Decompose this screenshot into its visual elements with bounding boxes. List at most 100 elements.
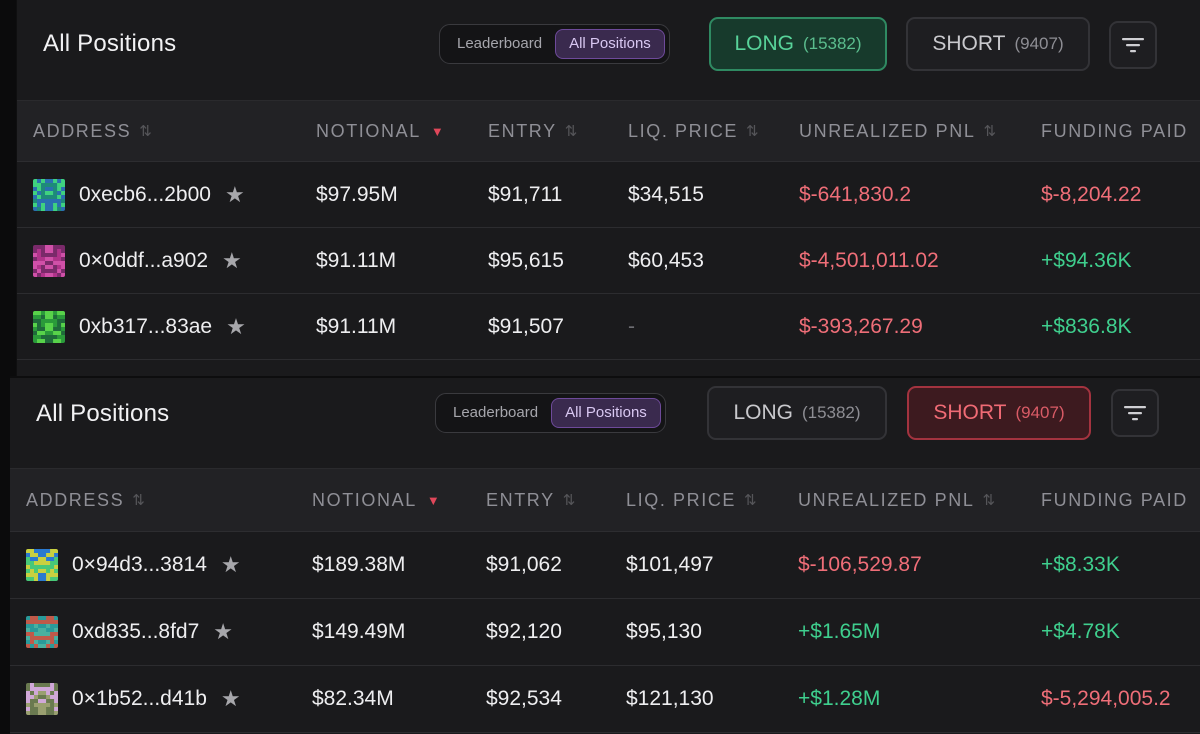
notional-cell: $82.34M	[312, 687, 394, 710]
unrealized-pnl-cell: $-393,267.29	[799, 314, 923, 338]
col-entry-label: ENTRY	[486, 489, 555, 510]
address-link[interactable]: 0×0ddf...a902	[79, 248, 209, 272]
unrealized-pnl-cell: $-641,830.2	[799, 182, 912, 206]
positions-panel-long: All Positions Leaderboard All Positions …	[16, 0, 1200, 376]
notional-cell: $189.38M	[312, 553, 406, 576]
table-header: ADDRESS ⇅ NOTIONAL ▼ ENTRY ⇅ LIQ. PRICE ⇅ UN…	[17, 100, 1200, 162]
funding-paid-cell: +$94.36K	[1041, 248, 1132, 272]
star-icon[interactable]: ★	[220, 686, 241, 711]
table-header: ADDRESS ⇅ NOTIONAL ▼ ENTRY ⇅ LIQ. PRICE ⇅ UN…	[10, 468, 1200, 532]
funding-paid-cell: +$4.78K	[1041, 620, 1120, 643]
address-cell: 0×1b52...d41b ★	[26, 666, 241, 732]
col-funding-paid[interactable]: FUNDING PAID	[1041, 469, 1188, 531]
long-count: (15382)	[802, 34, 862, 53]
col-address[interactable]: ADDRESS ⇅	[33, 101, 152, 161]
entry-cell: $92,120	[486, 620, 562, 643]
entry-cell: $91,062	[486, 553, 562, 576]
address-cell: 0xb317...83ae ★	[33, 294, 246, 359]
address-cell: 0xd835...8fd7 ★	[26, 599, 233, 665]
liq-price-cell: -	[628, 314, 635, 338]
short-count: (9407)	[1015, 403, 1065, 422]
col-entry[interactable]: ENTRY ⇅	[488, 101, 577, 161]
funding-paid-cell: $-8,204.22	[1041, 182, 1142, 206]
col-funding-paid-label: FUNDING PAID	[1041, 489, 1188, 510]
notional-cell: $91.11M	[316, 314, 397, 338]
unrealized-pnl-cell: +$1.28M	[798, 687, 881, 710]
liq-price-cell: $95,130	[626, 620, 702, 643]
col-unrealized-pnl[interactable]: UNREALIZED PNL ⇅	[799, 101, 996, 161]
table-row[interactable]: 0×1b52...d41b ★ $82.34M $92,534 $121,130…	[10, 666, 1200, 733]
address-cell: 0×0ddf...a902 ★	[33, 228, 242, 293]
avatar	[33, 178, 65, 211]
filter-button[interactable]	[1111, 389, 1159, 437]
address-link[interactable]: 0xd835...8fd7	[72, 620, 200, 643]
funding-paid-cell: $-5,294,005.2	[1041, 687, 1171, 710]
star-icon[interactable]: ★	[213, 619, 234, 644]
liq-price-cell: $121,130	[626, 687, 714, 710]
sort-icon: ⇅	[746, 123, 759, 140]
tab-leaderboard[interactable]: Leaderboard	[453, 404, 539, 421]
short-label: SHORT	[932, 32, 1006, 55]
liq-price-cell: $60,453	[628, 248, 704, 272]
col-liq-price[interactable]: LIQ. PRICE ⇅	[626, 469, 757, 531]
table-row[interactable]: 0xb317...83ae ★ $91.11M $91,507 - $-393,…	[17, 294, 1200, 360]
address-cell: 0×94d3...3814 ★	[26, 532, 241, 598]
sort-icon: ⇅	[562, 492, 576, 509]
star-icon[interactable]: ★	[222, 247, 242, 273]
col-unrealized-pnl[interactable]: UNREALIZED PNL ⇅	[798, 469, 995, 531]
liq-price-cell: $34,515	[628, 182, 704, 206]
notional-cell: $149.49M	[312, 620, 406, 643]
col-address[interactable]: ADDRESS ⇅	[26, 469, 145, 531]
address-link[interactable]: 0xb317...83ae	[79, 314, 213, 338]
avatar	[26, 616, 58, 648]
address-link[interactable]: 0×1b52...d41b	[72, 687, 207, 710]
col-notional[interactable]: NOTIONAL ▼	[316, 101, 444, 161]
tab-all-positions[interactable]: All Positions	[551, 398, 661, 428]
tab-all-positions[interactable]: All Positions	[555, 29, 665, 59]
star-icon[interactable]: ★	[220, 552, 241, 577]
view-toggle: Leaderboard All Positions	[439, 24, 670, 64]
star-icon[interactable]: ★	[226, 313, 246, 339]
unrealized-pnl-cell: $-4,501,011.02	[799, 248, 939, 272]
table-row[interactable]: 0×94d3...3814 ★ $189.38M $91,062 $101,49…	[10, 532, 1200, 599]
filter-icon	[1122, 38, 1144, 53]
sort-icon: ⇅	[139, 123, 152, 140]
entry-cell: $92,534	[486, 687, 562, 710]
funding-paid-cell: +$836.8K	[1041, 314, 1132, 338]
col-notional-label: NOTIONAL	[316, 120, 421, 141]
positions-panel-short: All Positions Leaderboard All Positions …	[10, 376, 1200, 734]
unrealized-pnl-cell: $-106,529.87	[798, 553, 922, 576]
short-button[interactable]: SHORT (9407)	[906, 17, 1090, 71]
col-funding-paid[interactable]: FUNDING PAID	[1041, 101, 1188, 161]
col-liq-price[interactable]: LIQ. PRICE ⇅	[628, 101, 759, 161]
long-label: LONG	[734, 32, 794, 55]
long-button[interactable]: LONG (15382)	[707, 386, 887, 440]
col-funding-paid-label: FUNDING PAID	[1041, 120, 1188, 141]
page-title: All Positions	[36, 400, 170, 427]
entry-cell: $91,507	[488, 314, 564, 338]
filter-button[interactable]	[1109, 21, 1157, 69]
short-count: (9407)	[1014, 34, 1064, 53]
col-notional[interactable]: NOTIONAL ▼	[312, 469, 440, 531]
address-link[interactable]: 0×94d3...3814	[72, 553, 207, 576]
long-count: (15382)	[801, 403, 861, 422]
table-row[interactable]: 0xecb6...2b00 ★ $97.95M $91,711 $34,515 …	[17, 162, 1200, 228]
notional-cell: $97.95M	[316, 182, 398, 206]
long-button[interactable]: LONG (15382)	[709, 17, 887, 71]
unrealized-pnl-cell: +$1.65M	[798, 620, 881, 643]
col-entry[interactable]: ENTRY ⇅	[486, 469, 575, 531]
sort-desc-icon: ▼	[430, 123, 444, 139]
col-liq-price-label: LIQ. PRICE	[628, 120, 739, 141]
tab-leaderboard[interactable]: Leaderboard	[457, 35, 543, 52]
avatar	[33, 244, 65, 277]
address-link[interactable]: 0xecb6...2b00	[79, 182, 211, 206]
view-toggle: Leaderboard All Positions	[435, 393, 666, 433]
table-row[interactable]: 0xd835...8fd7 ★ $149.49M $92,120 $95,130…	[10, 599, 1200, 666]
filter-icon	[1124, 406, 1146, 421]
address-cell: 0xecb6...2b00 ★	[33, 162, 245, 227]
table-row[interactable]: 0×0ddf...a902 ★ $91.11M $95,615 $60,453 …	[17, 228, 1200, 294]
avatar	[26, 683, 58, 715]
short-button[interactable]: SHORT (9407)	[907, 386, 1091, 440]
star-icon[interactable]: ★	[224, 181, 245, 207]
sort-desc-icon: ▼	[426, 492, 440, 508]
